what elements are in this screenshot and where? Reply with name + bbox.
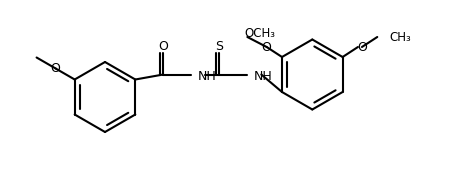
Text: S: S: [215, 40, 224, 53]
Text: O: O: [51, 62, 60, 75]
Text: O: O: [262, 41, 272, 53]
Text: NH: NH: [197, 70, 216, 83]
Text: O: O: [357, 41, 367, 53]
Text: CH₃: CH₃: [389, 30, 411, 44]
Text: O: O: [158, 40, 168, 53]
Text: NH: NH: [253, 70, 272, 83]
Text: OCH₃: OCH₃: [244, 27, 275, 39]
